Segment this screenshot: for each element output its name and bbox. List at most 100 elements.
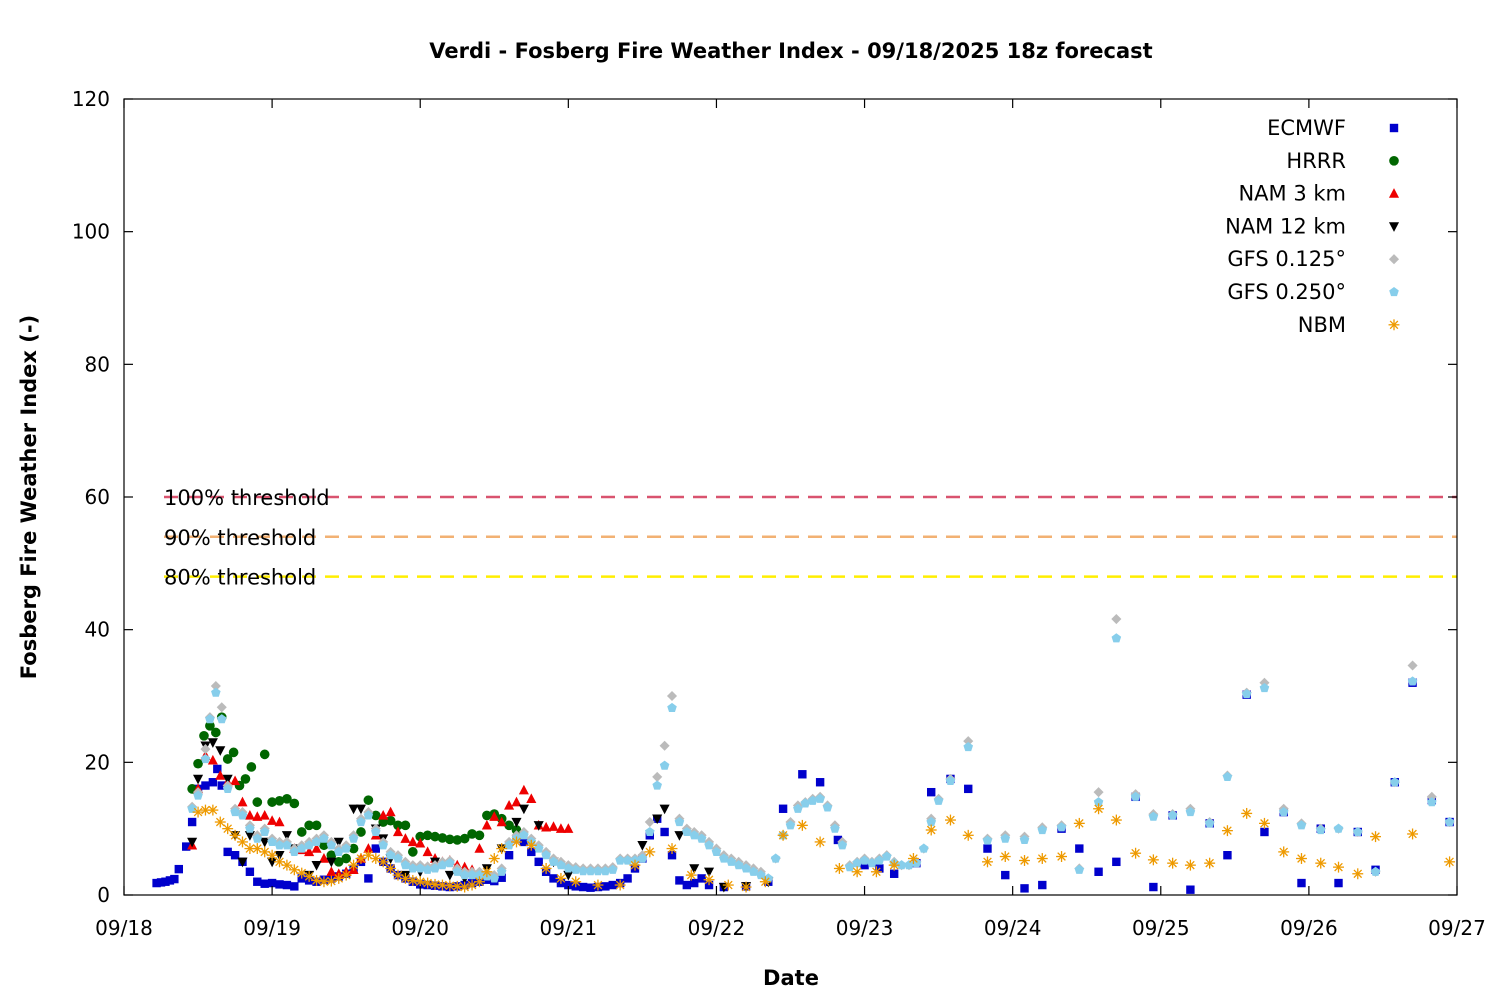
point-s1-29 [385, 815, 396, 826]
point-s1-14 [274, 795, 285, 806]
point-s6-77 [1147, 854, 1159, 866]
point-s6-28 [399, 872, 411, 884]
point-s3-1 [193, 774, 204, 785]
point-s5-8 [237, 810, 248, 820]
point-s0-50 [497, 873, 506, 882]
point-s5-130 [1444, 816, 1455, 827]
point-s1-10 [246, 762, 257, 772]
point-s2-6 [230, 775, 241, 786]
point-s5-117 [1204, 818, 1215, 828]
point-s4-111 [1093, 787, 1104, 798]
point-s6-35 [451, 880, 463, 892]
point-s2-10 [259, 809, 270, 820]
point-s0-112 [1334, 878, 1343, 888]
point-s6-29 [407, 874, 419, 886]
point-s1-7 [228, 747, 239, 758]
point-s5-39 [467, 870, 477, 880]
point-s0-20 [275, 880, 284, 889]
point-s6-20 [340, 869, 352, 881]
point-s6-39 [481, 866, 493, 878]
point-s5-37 [452, 866, 463, 876]
point-s6-72 [1056, 851, 1068, 862]
point-s6-37 [466, 879, 478, 891]
point-s5-88 [830, 823, 840, 833]
x-tick-label-6: 09/24 [984, 916, 1042, 940]
point-s6-68 [982, 856, 993, 868]
point-s0-75 [682, 880, 692, 890]
point-s6-24 [370, 853, 382, 864]
point-s0-102 [1149, 882, 1158, 892]
point-s2-41 [489, 811, 500, 821]
point-s6-18 [325, 875, 337, 887]
point-s6-58 [796, 819, 808, 831]
point-s5-90 [844, 862, 855, 872]
point-s5-3 [205, 714, 215, 724]
point-s2-24 [363, 843, 374, 853]
point-s2-46 [526, 793, 537, 804]
point-s5-65 [659, 760, 670, 770]
point-s0-4 [170, 874, 179, 884]
point-s2-50 [555, 823, 566, 833]
point-s6-88 [1352, 868, 1364, 880]
point-s0-83 [798, 770, 807, 779]
point-s5-15 [289, 846, 300, 856]
point-s3-8 [244, 831, 255, 841]
point-s0-32 [364, 874, 373, 883]
point-s1-19 [311, 820, 322, 831]
point-s3-16 [326, 857, 337, 868]
point-s0-61 [578, 882, 588, 892]
y-tick-label-3: 60 [85, 485, 110, 509]
point-s6-74 [1093, 803, 1105, 815]
point-s6-41 [496, 843, 508, 855]
point-s0-0 [152, 878, 161, 888]
point-s5-50 [548, 856, 559, 866]
point-s6-87 [1333, 861, 1344, 873]
point-s2-48 [541, 821, 552, 832]
point-s0-5 [174, 864, 184, 874]
point-s0-100 [1112, 857, 1121, 867]
point-s0-88 [889, 869, 899, 878]
x-axis-label: Date [763, 966, 819, 990]
y-tick-label-4: 80 [85, 352, 110, 376]
point-s6-57 [777, 829, 789, 841]
point-s5-83 [793, 803, 803, 813]
point-s6-81 [1221, 825, 1233, 837]
point-s1-31 [400, 820, 411, 831]
point-s5-124 [1333, 823, 1344, 833]
point-s6-30 [414, 876, 426, 888]
point-s6-55 [740, 881, 752, 893]
point-s1-24 [348, 843, 359, 854]
point-s2-28 [392, 826, 404, 837]
series-hrrr [187, 712, 522, 867]
point-s5-54 [578, 866, 588, 876]
point-s0-16 [245, 867, 255, 876]
point-s6-49 [629, 859, 641, 871]
point-s1-39 [459, 833, 470, 844]
point-s1-32 [407, 847, 418, 857]
point-s6-45 [555, 872, 567, 884]
point-s5-100 [919, 843, 929, 853]
point-s1-13 [267, 797, 277, 807]
point-s6-79 [1184, 859, 1196, 871]
point-s5-28 [385, 850, 396, 860]
point-s5-22 [341, 843, 351, 853]
point-s5-110 [1074, 864, 1085, 874]
legend-marker-1 [1389, 155, 1399, 166]
point-s6-12 [281, 859, 293, 871]
point-s5-84 [800, 798, 811, 808]
point-s6-7 [244, 843, 256, 855]
point-s3-15 [311, 860, 322, 871]
point-s4-104 [963, 736, 974, 747]
point-s5-25 [363, 810, 374, 820]
point-s3-36 [652, 814, 663, 825]
point-s0-7 [187, 817, 197, 827]
x-tick-label-7: 09/25 [1132, 916, 1190, 940]
point-s1-20 [319, 840, 329, 851]
point-s1-9 [240, 774, 251, 784]
point-s2-18 [318, 853, 329, 863]
legend-label-2: NAM 3 km [1238, 182, 1346, 206]
point-s5-73 [719, 853, 729, 863]
point-s0-53 [519, 837, 529, 847]
point-s3-10 [267, 857, 278, 868]
